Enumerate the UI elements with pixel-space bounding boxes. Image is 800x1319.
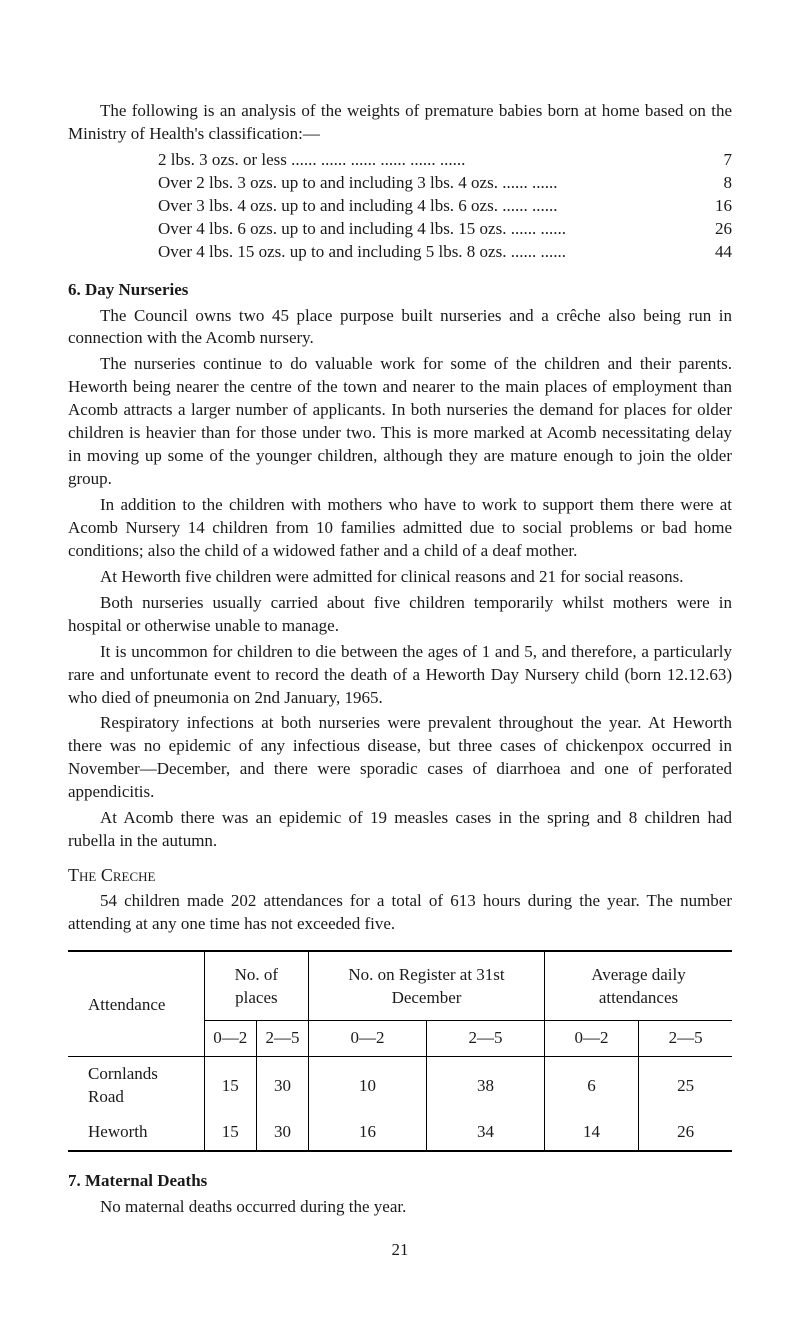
weight-row: Over 4 lbs. 6 ozs. up to and including 4… — [68, 218, 732, 241]
creche-p1: 54 children made 202 attendances for a t… — [68, 890, 732, 936]
weight-label: Over 2 lbs. 3 ozs. up to and including 3… — [158, 172, 557, 195]
table-header-attendance: Attendance — [68, 951, 204, 1056]
weight-value: 7 — [692, 149, 732, 172]
section6-heading: 6. Day Nurseries — [68, 279, 732, 302]
weight-label: 2 lbs. 3 ozs. or less ...... ...... ....… — [158, 149, 465, 172]
table-cell: 26 — [639, 1115, 732, 1151]
section6-p1: The Council owns two 45 place purpose bu… — [68, 305, 732, 351]
table-subheader: 0—2 — [544, 1021, 638, 1057]
weight-value: 26 — [692, 218, 732, 241]
table-cell: 30 — [256, 1057, 308, 1115]
section6-p5: Both nurseries usually carried about fiv… — [68, 592, 732, 638]
section6-p2: The nurseries continue to do valuable wo… — [68, 353, 732, 491]
table-cell: 34 — [426, 1115, 544, 1151]
weight-value: 44 — [692, 241, 732, 264]
weight-dots — [563, 195, 686, 218]
weight-label: Over 4 lbs. 6 ozs. up to and including 4… — [158, 218, 566, 241]
weight-dots — [572, 218, 686, 241]
table-header-places: No. of places — [204, 951, 308, 1020]
weight-row: Over 2 lbs. 3 ozs. up to and including 3… — [68, 172, 732, 195]
section6-p3: In addition to the children with mothers… — [68, 494, 732, 563]
intro-paragraph: The following is an analysis of the weig… — [68, 100, 732, 146]
weight-value: 16 — [692, 195, 732, 218]
section6-p7: Respiratory infections at both nurseries… — [68, 712, 732, 804]
weight-value: 8 — [692, 172, 732, 195]
table-cell: 25 — [639, 1057, 732, 1115]
table-cell: Heworth — [68, 1115, 204, 1151]
section7-heading: 7. Maternal Deaths — [68, 1170, 732, 1193]
table-header-register: No. on Register at 31st December — [309, 951, 545, 1020]
section7-p1: No maternal deaths occurred during the y… — [68, 1196, 732, 1219]
table-cell: 30 — [256, 1115, 308, 1151]
table-cell: 15 — [204, 1057, 256, 1115]
weight-row: Over 4 lbs. 15 ozs. up to and including … — [68, 241, 732, 264]
table-cell: 38 — [426, 1057, 544, 1115]
weight-label: Over 3 lbs. 4 ozs. up to and including 4… — [158, 195, 557, 218]
weight-dots — [572, 241, 686, 264]
weight-dots — [563, 172, 686, 195]
weight-row: Over 3 lbs. 4 ozs. up to and including 4… — [68, 195, 732, 218]
section6-p8: At Acomb there was an epidemic of 19 mea… — [68, 807, 732, 853]
table-cell: 15 — [204, 1115, 256, 1151]
weights-list: 2 lbs. 3 ozs. or less ...... ...... ....… — [68, 149, 732, 264]
table-subheader: 0—2 — [309, 1021, 427, 1057]
attendance-table: Attendance No. of places No. on Register… — [68, 950, 732, 1152]
page-number: 21 — [68, 1239, 732, 1262]
table-cell: Cornlands Road — [68, 1057, 204, 1115]
section6-p6: It is uncommon for children to die betwe… — [68, 641, 732, 710]
table-cell: 10 — [309, 1057, 427, 1115]
table-cell: 14 — [544, 1115, 638, 1151]
table-cell: 16 — [309, 1115, 427, 1151]
weight-dots — [471, 149, 686, 172]
table-subheader: 0—2 — [204, 1021, 256, 1057]
section6-p4: At Heworth five children were admitted f… — [68, 566, 732, 589]
table-subheader: 2—5 — [639, 1021, 732, 1057]
weight-label: Over 4 lbs. 15 ozs. up to and including … — [158, 241, 566, 264]
table-header-daily: Average daily attendances — [544, 951, 732, 1020]
table-subheader: 2—5 — [256, 1021, 308, 1057]
creche-heading: The Creche — [68, 863, 732, 887]
table-row: Cornlands Road 15 30 10 38 6 25 — [68, 1057, 732, 1115]
table-row: Heworth 15 30 16 34 14 26 — [68, 1115, 732, 1151]
table-subheader: 2—5 — [426, 1021, 544, 1057]
table-cell: 6 — [544, 1057, 638, 1115]
weight-row: 2 lbs. 3 ozs. or less ...... ...... ....… — [68, 149, 732, 172]
